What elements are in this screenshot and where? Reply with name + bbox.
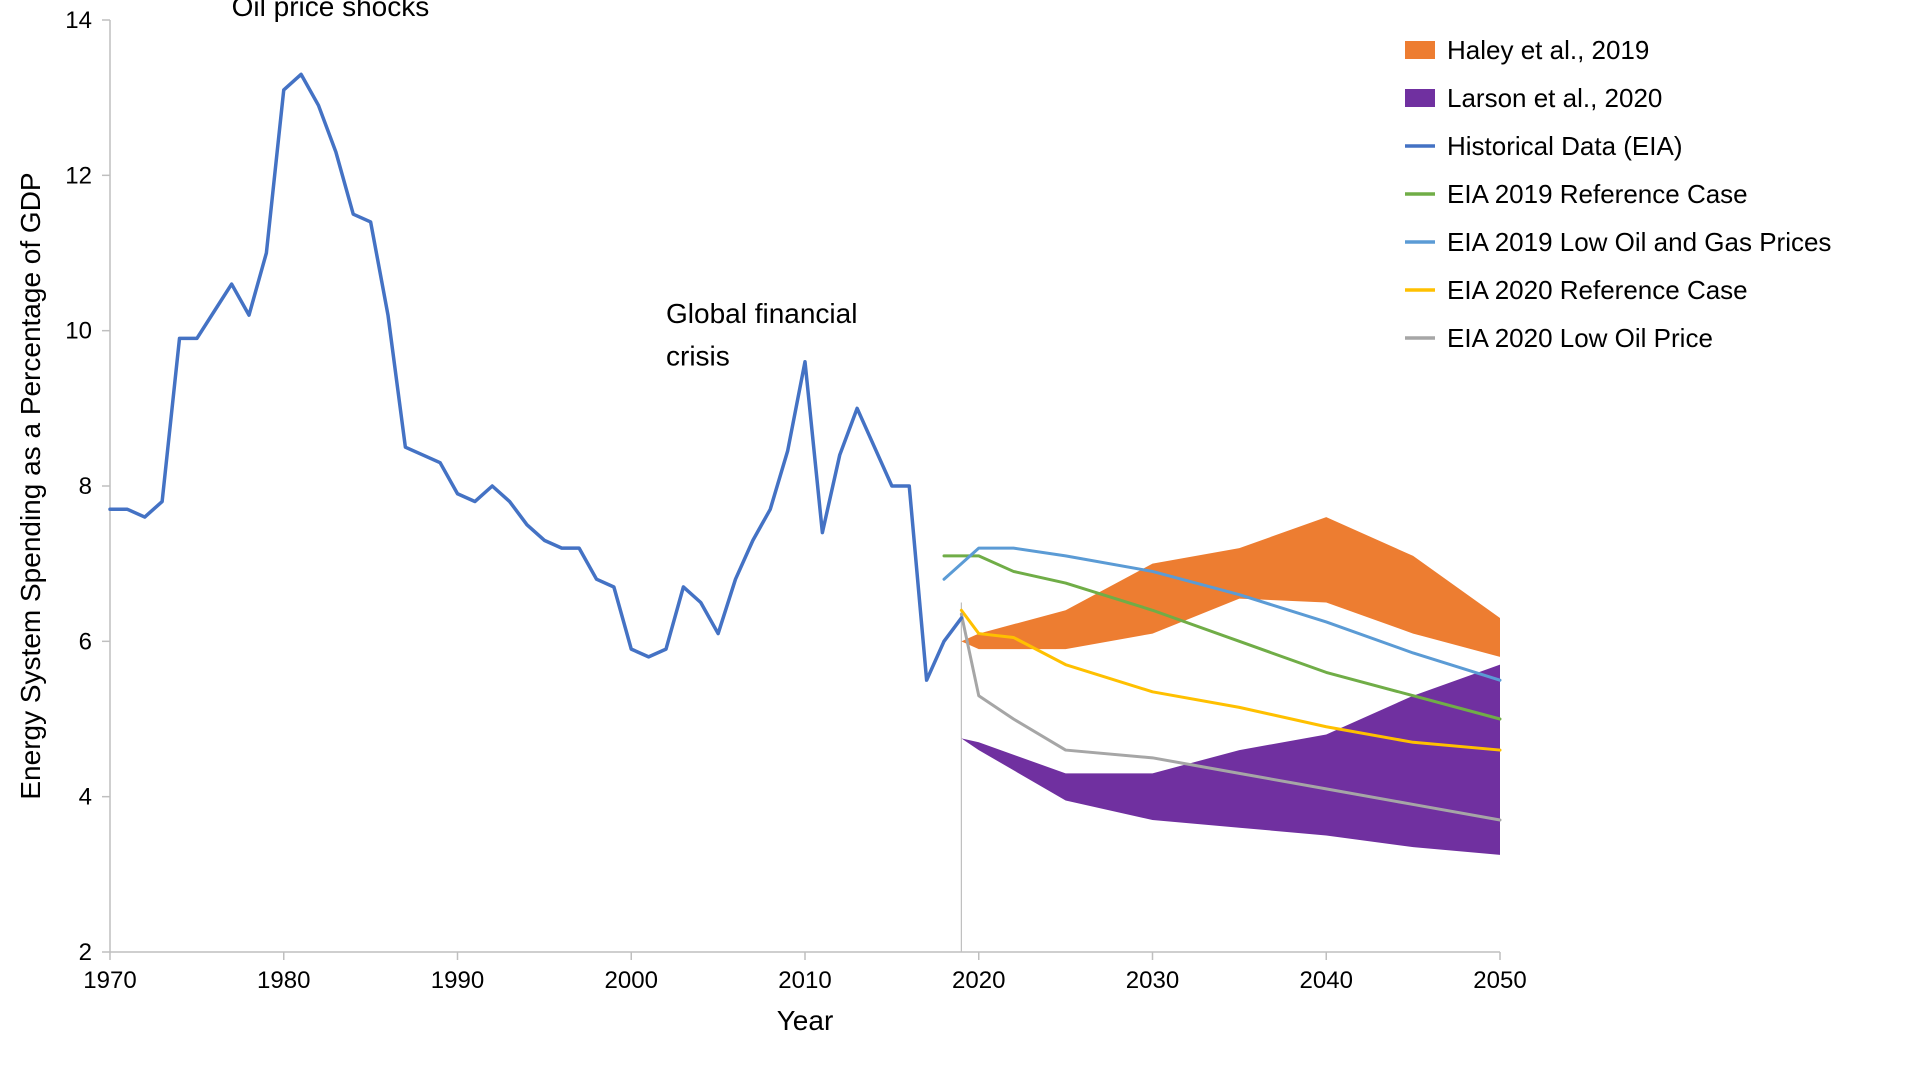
x-axis-label: Year bbox=[777, 1005, 834, 1036]
x-tick-label: 1980 bbox=[257, 967, 310, 994]
legend-swatch bbox=[1405, 41, 1435, 59]
annotation: crisis bbox=[666, 341, 730, 372]
x-tick-label: 2030 bbox=[1126, 967, 1179, 994]
y-tick-label: 6 bbox=[79, 628, 92, 655]
y-tick-label: 2 bbox=[79, 939, 92, 966]
legend-label: Haley et al., 2019 bbox=[1447, 35, 1649, 65]
annotation: Oil price shocks bbox=[232, 0, 430, 22]
x-tick-label: 2020 bbox=[952, 967, 1005, 994]
x-tick-label: 1990 bbox=[431, 967, 484, 994]
area-haley bbox=[961, 517, 1500, 657]
x-tick-label: 2040 bbox=[1300, 967, 1353, 994]
x-tick-label: 2050 bbox=[1473, 967, 1526, 994]
annotation: Global financial bbox=[666, 298, 857, 329]
line-historical bbox=[110, 74, 961, 680]
legend-label: Larson et al., 2020 bbox=[1447, 83, 1662, 113]
chart-svg: 1970 1980 1990 2000 2010 2020 2030 2040 2050 2 4 6 8… bbox=[0, 0, 1920, 1072]
y-tick-label: 8 bbox=[79, 473, 92, 500]
legend-label: EIA 2020 Low Oil Price bbox=[1447, 323, 1713, 353]
y-tick-label: 12 bbox=[65, 162, 92, 189]
x-tick-label: 2010 bbox=[778, 967, 831, 994]
y-axis-label: Energy System Spending as a Percentage o… bbox=[15, 172, 46, 799]
legend-label: Historical Data (EIA) bbox=[1447, 131, 1683, 161]
legend-label: EIA 2019 Reference Case bbox=[1447, 179, 1748, 209]
energy-spending-chart: 1970 1980 1990 2000 2010 2020 2030 2040 2050 2 4 6 8… bbox=[0, 0, 1920, 1072]
legend-label: EIA 2020 Reference Case bbox=[1447, 275, 1748, 305]
y-tick-label: 10 bbox=[65, 318, 92, 345]
legend-label: EIA 2019 Low Oil and Gas Prices bbox=[1447, 227, 1831, 257]
x-tick-label: 1970 bbox=[83, 967, 136, 994]
y-tick-label: 14 bbox=[65, 7, 92, 34]
legend-swatch bbox=[1405, 89, 1435, 107]
x-tick-label: 2000 bbox=[605, 967, 658, 994]
area-larson bbox=[961, 665, 1500, 855]
y-tick-label: 4 bbox=[79, 784, 92, 811]
